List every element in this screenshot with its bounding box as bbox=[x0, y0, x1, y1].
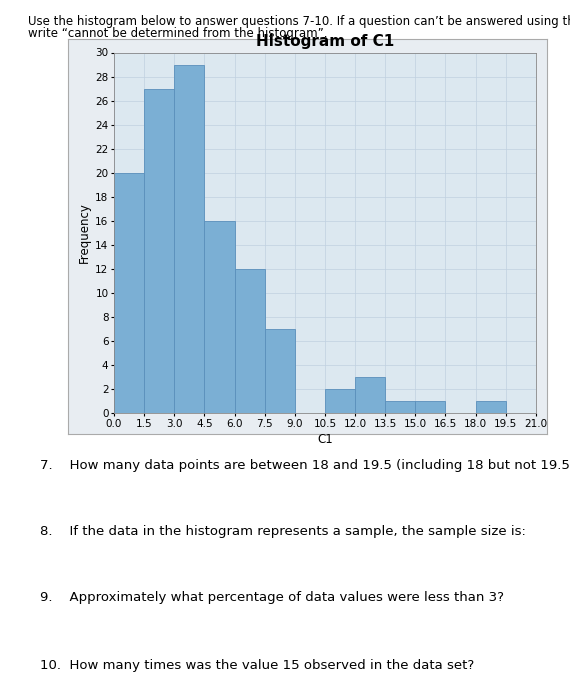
Y-axis label: Frequency: Frequency bbox=[78, 202, 91, 263]
Bar bbox=[385, 401, 416, 413]
Text: 7.    How many data points are between 18 and 19.5 (including 18 but not 19.5)?: 7. How many data points are between 18 a… bbox=[40, 458, 570, 472]
Bar bbox=[114, 173, 144, 413]
Bar bbox=[205, 220, 234, 413]
Bar bbox=[234, 269, 264, 413]
Bar bbox=[475, 401, 506, 413]
Text: 8.    If the data in the histogram represents a sample, the sample size is:: 8. If the data in the histogram represen… bbox=[40, 525, 526, 538]
Text: 9.    Approximately what percentage of data values were less than 3?: 9. Approximately what percentage of data… bbox=[40, 592, 504, 605]
Bar bbox=[355, 377, 385, 413]
Text: 10.  How many times was the value 15 observed in the data set?: 10. How many times was the value 15 obse… bbox=[40, 659, 474, 673]
Title: Histogram of C1: Histogram of C1 bbox=[256, 34, 394, 48]
Bar bbox=[325, 389, 355, 413]
Text: Use the histogram below to answer questions 7-10. If a question can’t be answere: Use the histogram below to answer questi… bbox=[28, 15, 570, 29]
Bar bbox=[144, 88, 174, 413]
Bar bbox=[174, 64, 205, 413]
Text: write “cannot be determined from the histogram”.: write “cannot be determined from the his… bbox=[28, 27, 328, 40]
Bar bbox=[264, 329, 295, 413]
X-axis label: C1: C1 bbox=[317, 433, 333, 446]
Bar bbox=[416, 401, 445, 413]
